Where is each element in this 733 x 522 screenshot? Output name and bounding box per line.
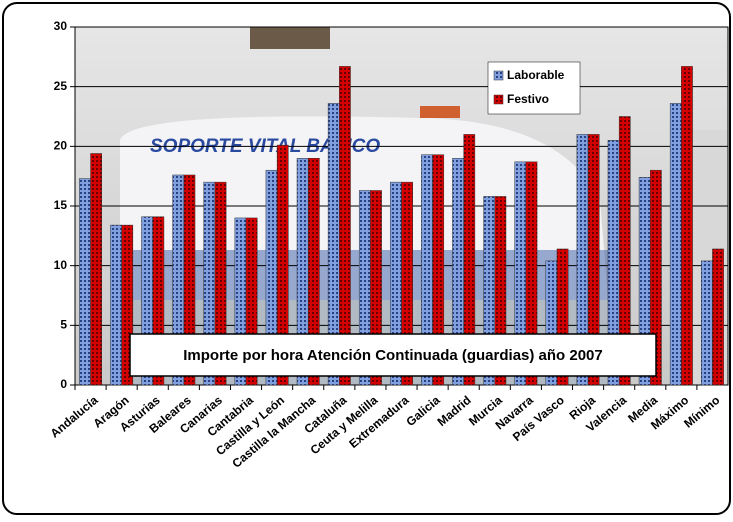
bar — [245, 217, 258, 386]
bar — [214, 181, 227, 386]
bar — [525, 161, 538, 386]
bar — [110, 224, 122, 386]
bar — [307, 158, 320, 386]
y-tick-label: 15 — [54, 198, 68, 212]
bar — [494, 196, 507, 386]
chart-title: Importe por hora Atención Continuada (gu… — [183, 347, 603, 364]
bar — [681, 66, 693, 386]
bar — [712, 248, 724, 386]
bar — [121, 224, 134, 386]
legend-box — [487, 61, 581, 115]
bar — [650, 169, 662, 386]
bar — [370, 190, 382, 386]
bar — [183, 174, 196, 386]
bar — [669, 103, 682, 386]
bar — [276, 144, 289, 386]
y-tick-label: 5 — [60, 318, 67, 332]
y-tick-label: 20 — [54, 139, 68, 153]
legend-swatch — [493, 94, 504, 105]
y-tick-label: 10 — [54, 258, 68, 272]
legend-label: Laborable — [507, 68, 565, 82]
bar — [90, 153, 102, 386]
bar — [152, 216, 165, 386]
bar — [556, 248, 569, 386]
legend-label: Festivo — [507, 92, 549, 106]
bar — [587, 134, 600, 386]
title-box — [129, 333, 657, 377]
y-tick-label: 0 — [60, 377, 67, 391]
bar — [432, 154, 445, 386]
bar — [618, 116, 631, 386]
bar — [401, 181, 413, 386]
bar — [79, 178, 91, 386]
bar — [339, 66, 351, 386]
legend-swatch — [493, 70, 504, 81]
y-tick-label: 25 — [54, 79, 68, 93]
bar — [463, 134, 476, 386]
y-tick-label: 30 — [54, 19, 68, 33]
bar — [701, 260, 713, 386]
